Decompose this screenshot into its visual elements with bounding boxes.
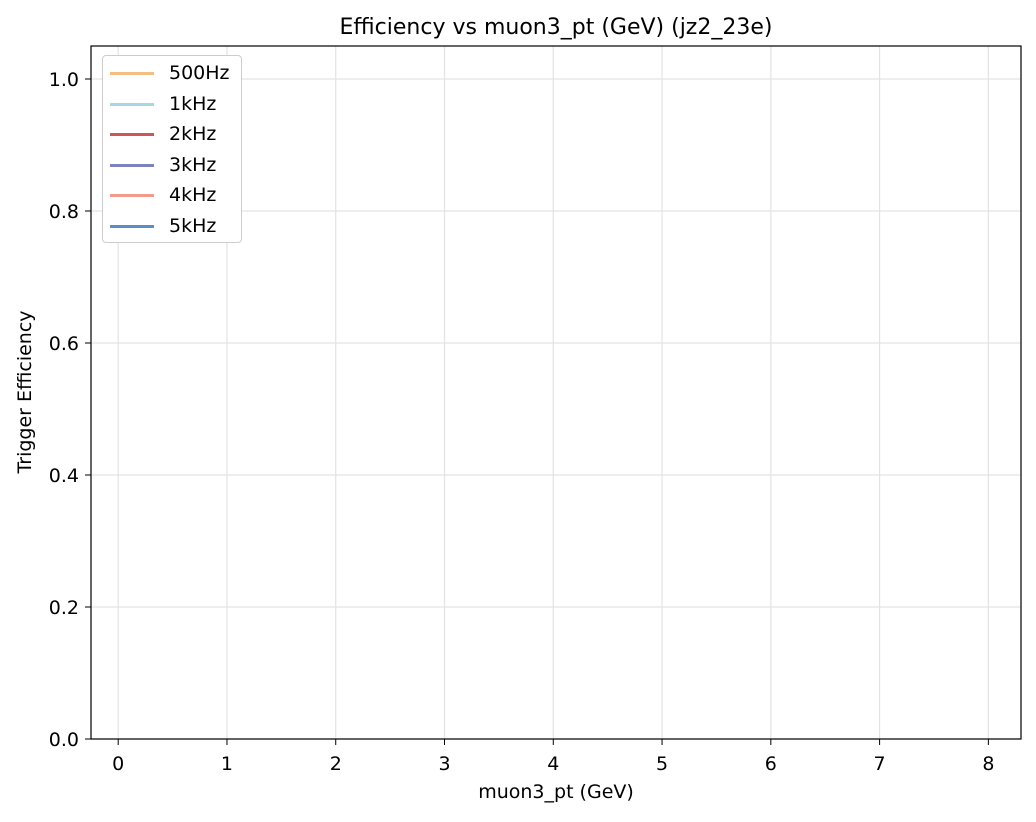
y-tick-label: 1.0 [49, 69, 79, 91]
legend: 500Hz 1kHz 2kHz 3kHz 4kHz 5kHz [102, 55, 242, 243]
y-tick-label: 0.2 [49, 597, 79, 619]
plot-frame [90, 45, 1022, 740]
legend-swatch [110, 224, 154, 228]
x-tick-label: 5 [656, 753, 668, 775]
legend-swatch [110, 163, 154, 167]
legend-label: 3kHz [169, 153, 217, 176]
y-axis-label: Trigger Efficiency [14, 310, 36, 474]
x-tick-label: 4 [547, 753, 559, 775]
y-tick-label: 0.6 [49, 333, 79, 355]
x-tick-label: 2 [330, 753, 342, 775]
legend-item: 5kHz [103, 211, 243, 241]
x-tick-label: 0 [112, 753, 124, 775]
y-tick-label: 0.0 [49, 729, 79, 751]
legend-swatch [110, 194, 154, 197]
x-tick-label: 6 [765, 753, 777, 775]
x-axis-label: muon3_pt (GeV) [478, 781, 634, 803]
chart-title: Efficiency vs muon3_pt (GeV) (jz2_23e) [340, 15, 773, 40]
legend-swatch [110, 102, 154, 106]
x-axis-ticks: 0 1 2 3 4 5 6 7 8 [112, 739, 994, 775]
legend-item: 3kHz [103, 150, 243, 180]
legend-item: 500Hz [103, 58, 243, 88]
legend-label: 4kHz [169, 184, 217, 206]
legend-item: 1kHz [103, 89, 243, 119]
y-tick-label: 0.4 [49, 465, 79, 487]
x-tick-label: 8 [982, 753, 994, 775]
y-axis-ticks: 0.0 0.2 0.4 0.6 0.8 1.0 [49, 69, 91, 751]
x-tick-label: 1 [221, 753, 233, 775]
legend-label: 1kHz [169, 92, 217, 115]
x-tick-label: 7 [874, 753, 886, 775]
x-tick-label: 3 [438, 753, 450, 775]
legend-swatch [110, 133, 154, 136]
legend-label: 2kHz [169, 123, 217, 145]
y-tick-label: 0.8 [49, 201, 79, 223]
legend-label: 5kHz [169, 214, 217, 237]
legend-item: 4kHz [103, 180, 243, 210]
legend-swatch [110, 72, 154, 75]
legend-label: 500Hz [169, 62, 230, 84]
legend-item: 2kHz [103, 119, 243, 149]
